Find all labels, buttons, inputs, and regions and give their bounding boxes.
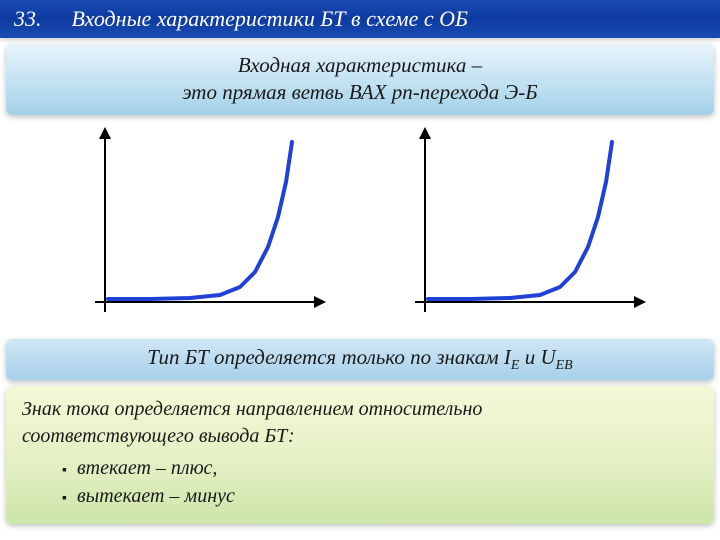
charts-row bbox=[0, 115, 720, 335]
chart-left-svg bbox=[70, 127, 330, 327]
slide-container: 33. Входные характеристики БТ в схеме с … bbox=[0, 0, 720, 540]
sign-box: Знак тока определяется направлением отно… bbox=[6, 386, 714, 524]
definition-box: Входная характеристика – это прямая ветв… bbox=[6, 44, 714, 115]
chart-left bbox=[70, 127, 330, 327]
bullet-list: втекает – плюс,вытекает – минус bbox=[22, 454, 698, 510]
type-prefix: Тип БТ определяется только по знакам I bbox=[147, 345, 511, 369]
definition-line2: это прямая ветвь ВАХ pn-перехода Э-Б bbox=[20, 79, 700, 106]
chart-right-svg bbox=[390, 127, 650, 327]
slide-number: 33. bbox=[14, 6, 42, 32]
slide-title: Входные характеристики БТ в схеме с ОБ bbox=[72, 6, 468, 32]
sign-line2: соответствующего вывода БТ: bbox=[22, 423, 698, 450]
bullet-item: втекает – плюс, bbox=[62, 454, 698, 482]
type-mid: и U bbox=[519, 345, 555, 369]
definition-line1: Входная характеристика – bbox=[20, 52, 700, 79]
sign-line1: Знак тока определяется направлением отно… bbox=[22, 396, 698, 423]
type-box: Тип БТ определяется только по знакам IE … bbox=[6, 339, 714, 380]
type-sub2: EB bbox=[556, 358, 573, 373]
title-bar: 33. Входные характеристики БТ в схеме с … bbox=[0, 0, 720, 38]
type-text: Тип БТ определяется только по знакам IE … bbox=[147, 345, 572, 369]
bullet-item: вытекает – минус bbox=[62, 482, 698, 510]
chart-right bbox=[390, 127, 650, 327]
